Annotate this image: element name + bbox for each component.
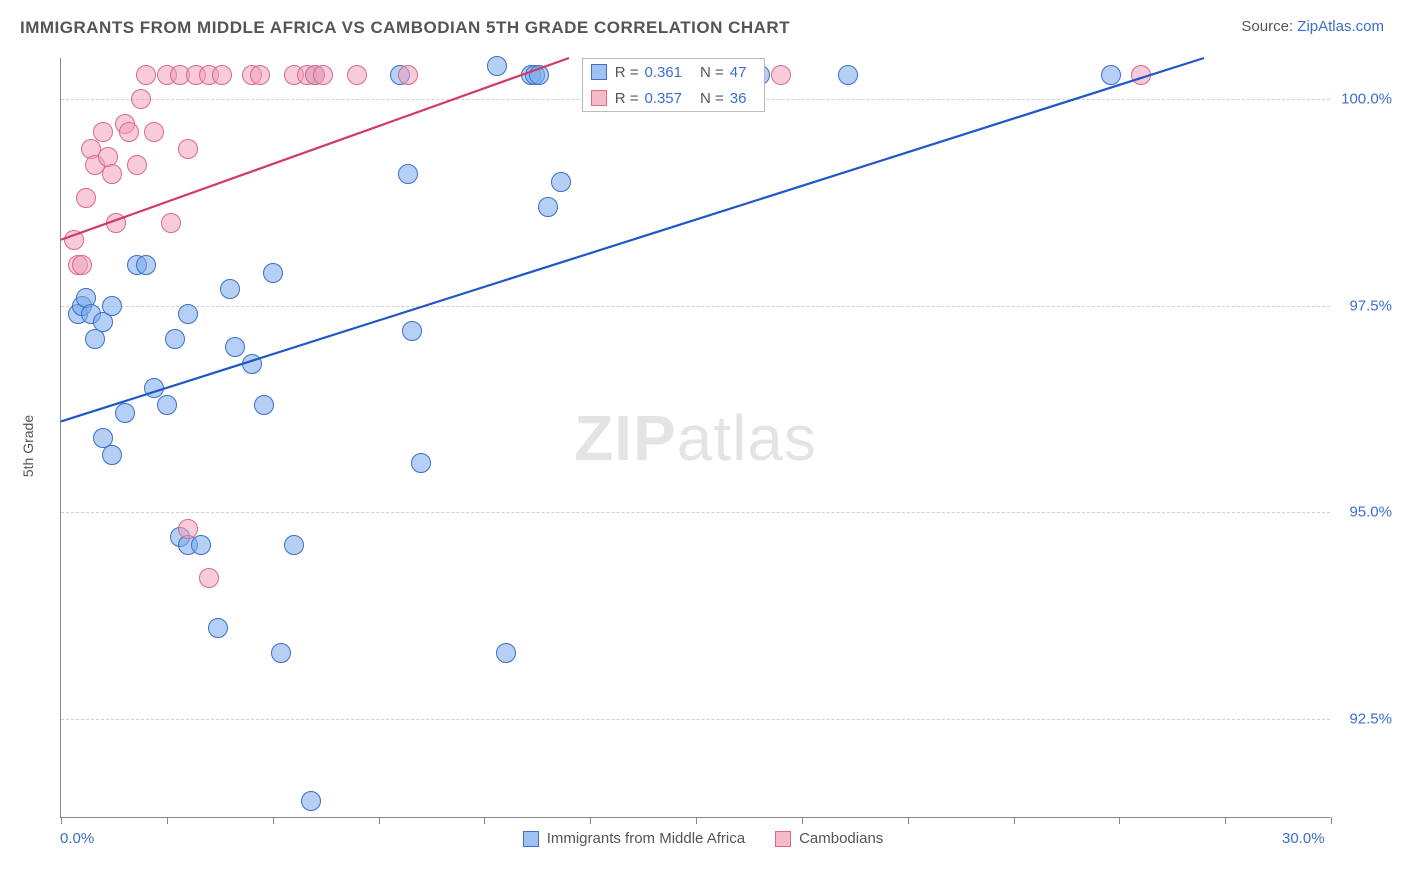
correlation-stats-box: R =0.361N =47R =0.357N =36 bbox=[582, 58, 766, 112]
data-point bbox=[93, 122, 113, 142]
data-point bbox=[402, 321, 422, 341]
data-point bbox=[347, 65, 367, 85]
gridline bbox=[61, 306, 1330, 307]
data-point bbox=[313, 65, 333, 85]
legend-swatch bbox=[523, 831, 539, 847]
data-point bbox=[127, 155, 147, 175]
data-point bbox=[551, 172, 571, 192]
data-point bbox=[72, 255, 92, 275]
chart-title: IMMIGRANTS FROM MIDDLE AFRICA VS CAMBODI… bbox=[20, 18, 790, 38]
stats-r-label: R = bbox=[615, 64, 645, 81]
data-point bbox=[496, 643, 516, 663]
x-tick bbox=[696, 817, 697, 824]
source-link[interactable]: ZipAtlas.com bbox=[1297, 18, 1384, 35]
data-point bbox=[487, 56, 507, 76]
gridline bbox=[61, 719, 1330, 720]
y-tick-label: 97.5% bbox=[1349, 297, 1392, 314]
stats-row: R =0.357N =36 bbox=[583, 85, 765, 111]
data-point bbox=[136, 65, 156, 85]
data-point bbox=[119, 122, 139, 142]
x-tick bbox=[61, 817, 62, 824]
x-tick bbox=[908, 817, 909, 824]
data-point bbox=[178, 304, 198, 324]
data-point bbox=[254, 395, 274, 415]
x-tick bbox=[273, 817, 274, 824]
data-point bbox=[411, 453, 431, 473]
x-tick bbox=[379, 817, 380, 824]
legend-label: Immigrants from Middle Africa bbox=[547, 830, 745, 847]
y-tick-label: 92.5% bbox=[1349, 710, 1392, 727]
stats-n-label: N = bbox=[700, 90, 730, 107]
data-point bbox=[144, 122, 164, 142]
data-point bbox=[284, 535, 304, 555]
x-tick bbox=[484, 817, 485, 824]
data-point bbox=[263, 263, 283, 283]
data-point bbox=[157, 395, 177, 415]
data-point bbox=[102, 296, 122, 316]
data-point bbox=[136, 255, 156, 275]
stats-row: R =0.361N =47 bbox=[583, 59, 765, 85]
legend-item: Cambodians bbox=[775, 830, 883, 847]
data-point bbox=[250, 65, 270, 85]
x-tick bbox=[1014, 817, 1015, 824]
stats-n-value: 47 bbox=[730, 64, 765, 81]
data-point bbox=[76, 188, 96, 208]
y-tick-label: 95.0% bbox=[1349, 504, 1392, 521]
data-point bbox=[529, 65, 549, 85]
data-point bbox=[212, 65, 232, 85]
stats-n-value: 36 bbox=[730, 90, 765, 107]
stats-r-value: 0.357 bbox=[644, 90, 700, 107]
y-axis-label: 5th Grade bbox=[20, 415, 36, 477]
data-point bbox=[1101, 65, 1121, 85]
data-point bbox=[64, 230, 84, 250]
stats-r-label: R = bbox=[615, 90, 645, 107]
plot-area: ZIPatlas R =0.361N =47R =0.357N =36 bbox=[60, 58, 1330, 818]
legend-label: Cambodians bbox=[799, 830, 883, 847]
source-label: Source: ZipAtlas.com bbox=[1241, 18, 1384, 35]
data-point bbox=[161, 213, 181, 233]
x-tick bbox=[167, 817, 168, 824]
stats-swatch bbox=[591, 90, 607, 106]
legend: Immigrants from Middle Africa Cambodians bbox=[0, 830, 1406, 847]
x-tick bbox=[802, 817, 803, 824]
data-point bbox=[102, 445, 122, 465]
x-tick bbox=[590, 817, 591, 824]
data-point bbox=[115, 403, 135, 423]
data-point bbox=[199, 568, 219, 588]
data-point bbox=[838, 65, 858, 85]
stats-n-label: N = bbox=[700, 64, 730, 81]
data-point bbox=[771, 65, 791, 85]
data-point bbox=[220, 279, 240, 299]
legend-item: Immigrants from Middle Africa bbox=[523, 830, 745, 847]
data-point bbox=[398, 164, 418, 184]
data-point bbox=[106, 213, 126, 233]
data-point bbox=[538, 197, 558, 217]
data-point bbox=[178, 519, 198, 539]
data-point bbox=[242, 354, 262, 374]
x-tick bbox=[1119, 817, 1120, 824]
data-point bbox=[1131, 65, 1151, 85]
stats-r-value: 0.361 bbox=[644, 64, 700, 81]
data-point bbox=[178, 139, 198, 159]
source-prefix: Source: bbox=[1241, 18, 1297, 35]
data-point bbox=[398, 65, 418, 85]
x-tick bbox=[1331, 817, 1332, 824]
data-point bbox=[131, 89, 151, 109]
data-point bbox=[271, 643, 291, 663]
data-point bbox=[165, 329, 185, 349]
gridline bbox=[61, 512, 1330, 513]
data-point bbox=[191, 535, 211, 555]
data-point bbox=[301, 791, 321, 811]
x-tick bbox=[1225, 817, 1226, 824]
data-point bbox=[102, 164, 122, 184]
stats-swatch bbox=[591, 64, 607, 80]
data-point bbox=[225, 337, 245, 357]
legend-swatch bbox=[775, 831, 791, 847]
y-tick-label: 100.0% bbox=[1341, 91, 1392, 108]
data-point bbox=[208, 618, 228, 638]
